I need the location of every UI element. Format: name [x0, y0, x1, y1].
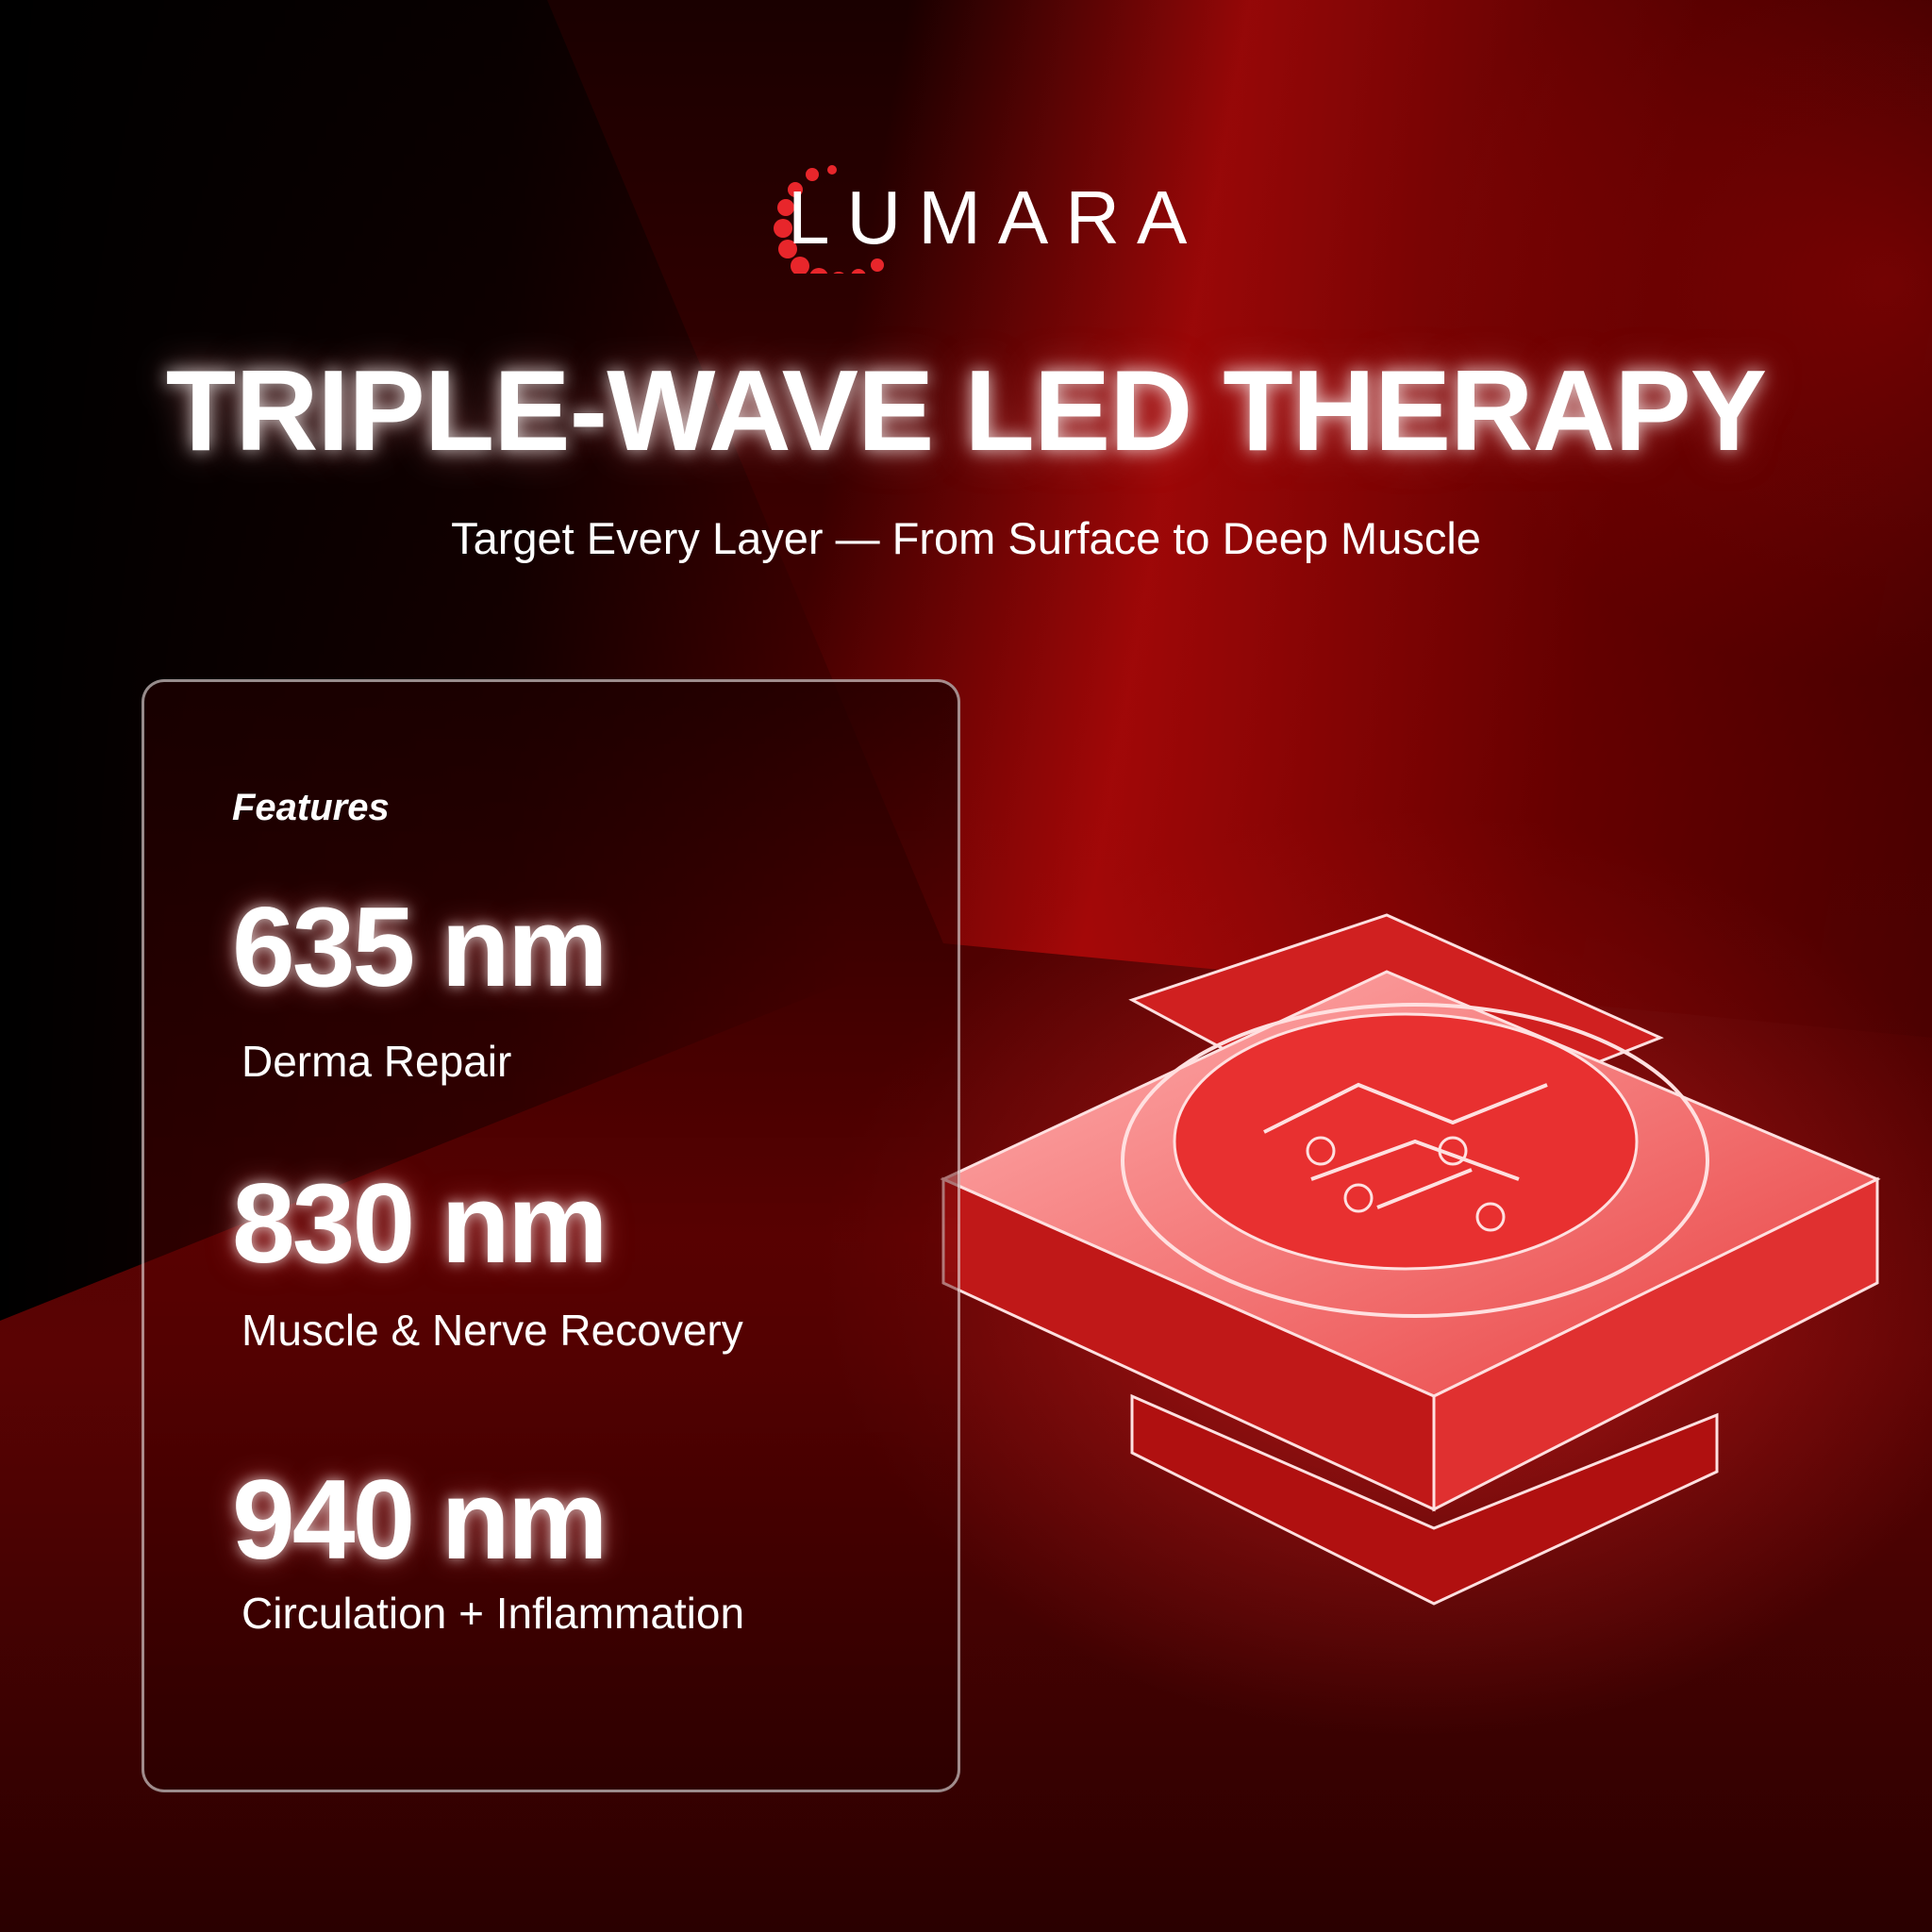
- brand-wordmark: LUMARA: [788, 175, 1205, 259]
- feature-description: Muscle & Nerve Recovery: [242, 1306, 743, 1355]
- feature-description: Derma Repair: [242, 1037, 512, 1086]
- features-panel: [142, 679, 960, 1792]
- page-subtitle: Target Every Layer — From Surface to Dee…: [451, 513, 1481, 563]
- lumara-logo-dots: [774, 165, 884, 274]
- wavelength-940: 940 nm: [232, 1457, 608, 1583]
- wavelength-635: 635 nm: [232, 884, 608, 1010]
- page-title: TRIPLE-WAVE LED THERAPY: [165, 346, 1767, 475]
- led-chip-illustration: [940, 913, 1881, 1606]
- wavelength-830: 830 nm: [232, 1160, 608, 1287]
- features-label: Features: [232, 787, 390, 828]
- feature-description: Circulation + Inflammation: [242, 1589, 745, 1638]
